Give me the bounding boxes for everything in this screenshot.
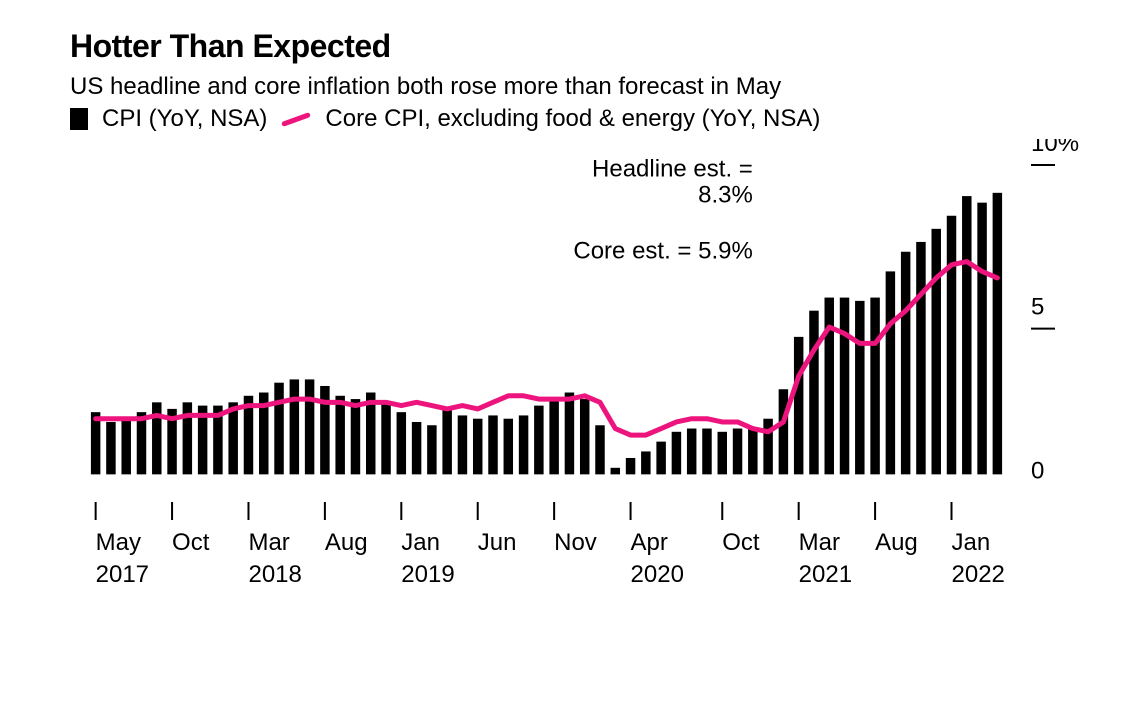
cpi-bar bbox=[580, 399, 589, 474]
cpi-bar bbox=[290, 379, 299, 474]
x-tick-label: Jun bbox=[478, 529, 517, 556]
cpi-bar bbox=[901, 252, 910, 475]
cpi-bar bbox=[702, 429, 711, 475]
cpi-bar bbox=[779, 389, 788, 474]
cpi-bar bbox=[870, 298, 879, 475]
x-tick-label: Jan bbox=[401, 529, 440, 556]
cpi-bar bbox=[519, 415, 528, 474]
y-tick-label: 5 bbox=[1031, 294, 1044, 321]
cpi-bar bbox=[641, 451, 650, 474]
x-tick-year: 2021 bbox=[799, 561, 852, 588]
cpi-bar bbox=[718, 432, 727, 475]
y-tick-label: 0 bbox=[1031, 457, 1044, 484]
legend-line-label: Core CPI, excluding food & energy (YoY, … bbox=[325, 105, 820, 133]
legend: CPI (YoY, NSA) Core CPI, excluding food … bbox=[70, 105, 1074, 133]
cpi-bar bbox=[473, 419, 482, 475]
x-tick-label: Oct bbox=[172, 529, 210, 556]
cpi-bar bbox=[458, 415, 467, 474]
legend-bar-label: CPI (YoY, NSA) bbox=[102, 105, 267, 133]
x-tick-label: Mar bbox=[799, 529, 840, 556]
cpi-bar bbox=[305, 379, 314, 474]
x-tick-label: May bbox=[96, 529, 141, 556]
cpi-bar bbox=[351, 399, 360, 474]
x-tick-year: 2020 bbox=[631, 561, 684, 588]
cpi-bar bbox=[335, 396, 344, 475]
cpi-bar bbox=[611, 468, 620, 475]
cpi-bar bbox=[855, 301, 864, 475]
x-tick-label: Mar bbox=[248, 529, 289, 556]
cpi-bar bbox=[121, 419, 130, 475]
cpi-bar bbox=[137, 412, 146, 474]
cpi-bar bbox=[626, 458, 635, 474]
chart-annotation: Core est. = 5.9% bbox=[573, 237, 752, 264]
x-tick-year: 2019 bbox=[401, 561, 454, 588]
y-tick-label: 10% bbox=[1031, 139, 1079, 157]
cpi-bar bbox=[886, 271, 895, 474]
legend-bar-swatch bbox=[70, 108, 88, 130]
cpi-bar bbox=[595, 425, 604, 474]
x-tick-year: 2018 bbox=[248, 561, 301, 588]
cpi-bar bbox=[412, 422, 421, 474]
x-tick-label: Aug bbox=[325, 529, 368, 556]
cpi-bar bbox=[534, 406, 543, 475]
x-tick-label: Jan bbox=[952, 529, 991, 556]
cpi-bar bbox=[794, 337, 803, 474]
cpi-bar bbox=[993, 193, 1002, 475]
cpi-bar bbox=[228, 402, 237, 474]
cpi-bar bbox=[427, 425, 436, 474]
cpi-bar bbox=[962, 196, 971, 474]
cpi-bar bbox=[565, 393, 574, 475]
cpi-bar bbox=[442, 409, 451, 474]
cpi-bar bbox=[672, 432, 681, 475]
cpi-bar bbox=[397, 412, 406, 474]
cpi-bar bbox=[947, 216, 956, 475]
cpi-bar bbox=[916, 242, 925, 474]
cpi-bar bbox=[381, 402, 390, 474]
x-tick-year: 2017 bbox=[96, 561, 149, 588]
cpi-bar bbox=[931, 229, 940, 475]
cpi-bar bbox=[809, 311, 818, 475]
x-tick-year: 2022 bbox=[952, 561, 1005, 588]
legend-line-swatch bbox=[281, 112, 311, 127]
inflation-chart: 10% 5 0 May 2017 Oct Mar 2018 Aug Jan 2019 Jun Nov Ap… bbox=[70, 139, 1080, 619]
cpi-bar bbox=[825, 298, 834, 475]
chart-title: Hotter Than Expected bbox=[70, 28, 1074, 65]
cpi-bar bbox=[488, 415, 497, 474]
x-tick-label: Oct bbox=[722, 529, 760, 556]
chart-annotation: Headline est. = bbox=[592, 155, 753, 182]
cpi-bar bbox=[977, 203, 986, 475]
cpi-bar bbox=[549, 399, 558, 474]
cpi-bar bbox=[748, 429, 757, 475]
x-tick-label: Nov bbox=[554, 529, 597, 556]
cpi-bar bbox=[106, 422, 115, 474]
chart-subtitle: US headline and core inflation both rose… bbox=[70, 73, 1074, 101]
cpi-bar bbox=[504, 419, 513, 475]
cpi-bar bbox=[687, 429, 696, 475]
chart-annotation: 8.3% bbox=[698, 182, 753, 209]
x-tick-label: Aug bbox=[875, 529, 918, 556]
cpi-bar bbox=[656, 442, 665, 475]
cpi-bar bbox=[840, 298, 849, 475]
x-tick-label: Apr bbox=[631, 529, 668, 556]
cpi-bar bbox=[91, 412, 100, 474]
cpi-bar bbox=[733, 429, 742, 475]
cpi-bar bbox=[274, 383, 283, 475]
